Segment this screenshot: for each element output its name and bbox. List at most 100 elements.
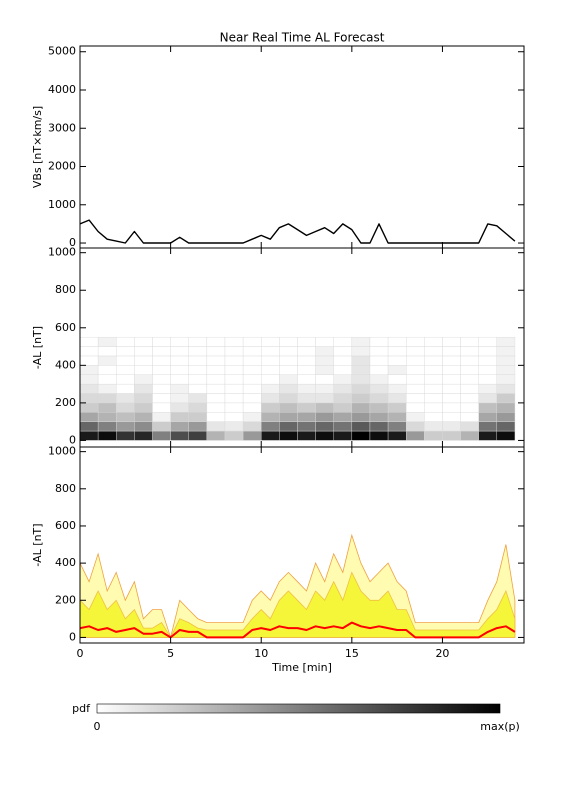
plot-area — [80, 336, 516, 441]
pdf-cell — [188, 355, 208, 366]
y-tick-label: 2000 — [48, 160, 76, 173]
pdf-cell — [333, 374, 353, 385]
pdf-cell — [496, 355, 516, 366]
pdf-cell — [242, 365, 262, 375]
pdf-cell — [116, 412, 135, 422]
pdf-cell — [297, 430, 316, 441]
pdf-cell — [496, 421, 516, 432]
pdf-cell — [369, 412, 389, 422]
pdf-cell — [170, 430, 189, 441]
plot-area — [80, 533, 516, 639]
pdf-cell — [116, 365, 135, 375]
pdf-cell — [387, 412, 407, 422]
pdf-cell — [261, 412, 280, 422]
pdf-cell — [152, 346, 171, 357]
pdf-cell — [80, 402, 99, 413]
pdf-cell — [315, 402, 334, 413]
pdf-cell — [242, 421, 262, 432]
pdf-cell — [333, 383, 353, 394]
pdf-cell — [188, 374, 208, 385]
pdf-cell — [297, 365, 316, 375]
pdf-cell — [206, 402, 226, 413]
pdf-cell — [134, 383, 153, 394]
pdf-cell — [116, 346, 135, 357]
pdf-cell — [206, 355, 226, 366]
pdf-cell — [80, 421, 99, 432]
pdf-cell — [188, 336, 208, 347]
pdf-cell — [242, 383, 262, 394]
pdf-cell — [152, 383, 171, 394]
y-tick-label: 0 — [69, 433, 76, 446]
pdf-cell — [387, 383, 407, 394]
pdf-cell — [170, 383, 189, 394]
pdf-cell — [496, 383, 516, 394]
pdf-cell — [406, 336, 425, 347]
pdf-cell — [242, 402, 262, 413]
pdf-cell — [351, 355, 371, 366]
pdf-cell — [170, 336, 189, 347]
pdf-cell — [170, 355, 189, 366]
pdf-cell — [116, 402, 135, 413]
pdf-cell — [496, 336, 516, 347]
pdf-cell — [333, 346, 353, 357]
pdf-cell — [442, 346, 461, 357]
pdf-cell — [351, 365, 371, 375]
pdf-cell — [134, 430, 153, 441]
y-tick-label: 1000 — [48, 246, 76, 259]
pdf-cell — [134, 355, 153, 366]
pdf-cell — [351, 346, 371, 357]
pdf-cell — [442, 336, 461, 347]
y-tick-label: 400 — [55, 358, 76, 371]
pdf-cell — [406, 412, 425, 422]
pdf-cell — [152, 421, 171, 432]
pdf-cell — [188, 412, 208, 422]
pdf-cell — [315, 336, 334, 347]
pdf-cell — [188, 393, 208, 404]
y-tick-label: 5000 — [48, 45, 76, 58]
pdf-cell — [116, 336, 135, 347]
pdf-cell — [279, 336, 298, 347]
pdf-cell — [97, 421, 117, 432]
pdf-cell — [97, 402, 117, 413]
pdf-cell — [442, 412, 461, 422]
pdf-cell — [351, 421, 371, 432]
pdf-cell — [206, 365, 226, 375]
pdf-cell — [97, 365, 117, 375]
pdf-cell — [206, 412, 226, 422]
pdf-cell — [152, 412, 171, 422]
pdf-cell — [170, 412, 189, 422]
pdf-cell — [80, 346, 99, 357]
pdf-cell — [496, 430, 516, 441]
pdf-cell — [297, 393, 316, 404]
pdf-cell — [478, 355, 498, 366]
pdf-cell — [496, 346, 516, 357]
pdf-cell — [80, 336, 99, 347]
pdf-cell — [134, 365, 153, 375]
pdf-cell — [224, 421, 244, 432]
pdf-cell — [261, 430, 280, 441]
pdf-cell — [460, 393, 479, 404]
pdf-cell — [188, 430, 208, 441]
pdf-cell — [351, 336, 371, 347]
pdf-cell — [206, 374, 226, 385]
pdf-cell — [460, 346, 479, 357]
pdf-cell — [478, 393, 498, 404]
pdf-cell — [333, 430, 353, 441]
pdf-cell — [279, 374, 298, 385]
pdf-cell — [261, 355, 280, 366]
y-tick-label: 200 — [55, 396, 76, 409]
x-tick-label: 10 — [254, 647, 268, 660]
pdf-cell — [297, 355, 316, 366]
pdf-cell — [80, 383, 99, 394]
pdf-cell — [460, 412, 479, 422]
pdf-cell — [333, 402, 353, 413]
pdf-cell — [188, 421, 208, 432]
pdf-cell — [134, 402, 153, 413]
pdf-cell — [460, 383, 479, 394]
pdf-cell — [442, 402, 461, 413]
pdf-cell — [297, 421, 316, 432]
pdf-cell — [242, 346, 262, 357]
pdf-cell — [424, 355, 443, 366]
pdf-cell — [351, 412, 371, 422]
